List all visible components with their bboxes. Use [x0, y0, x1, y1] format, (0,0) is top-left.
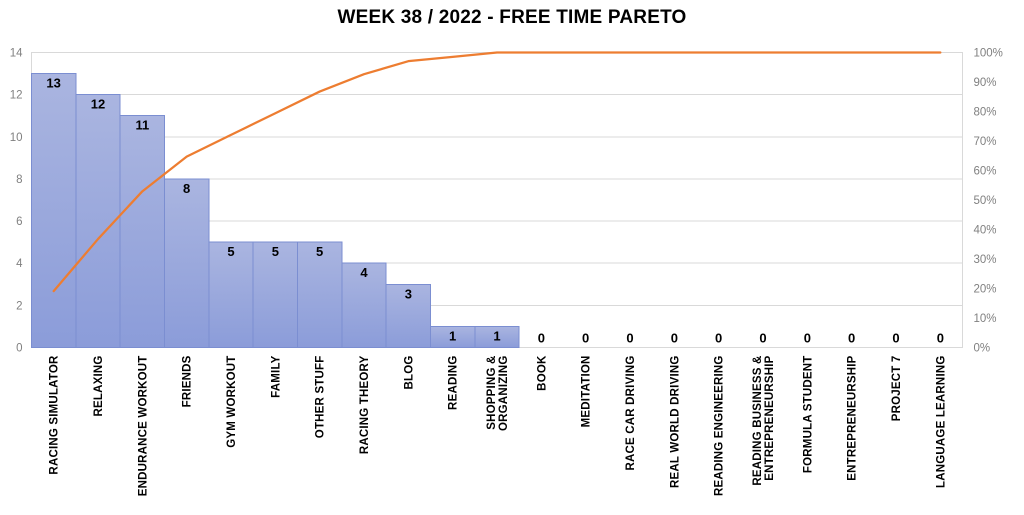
category-label: FAMILY — [270, 355, 282, 397]
bar-value-label: 11 — [135, 118, 149, 133]
bar-value-label: 4 — [360, 265, 368, 280]
right-axis-tick: 60% — [974, 166, 997, 178]
left-axis-tick: 12 — [10, 90, 23, 102]
category-label: ORGANIZING — [498, 356, 510, 431]
bar-value-label: 1 — [449, 328, 456, 343]
bar-value-label: 0 — [671, 331, 678, 346]
bar-value-label: 0 — [538, 331, 545, 346]
category-label: READING — [448, 356, 460, 410]
bar — [208, 241, 254, 348]
left-axis-tick: 0 — [16, 343, 22, 355]
bar-value-label: 8 — [183, 181, 190, 196]
right-axis-tick: 40% — [974, 225, 997, 237]
chart-title: WEEK 38 / 2022 - FREE TIME PARETO — [337, 7, 687, 28]
category-label: LANGUAGE LEARNING — [935, 356, 947, 488]
category-label: BLOG — [403, 356, 415, 390]
left-axis-tick: 4 — [16, 258, 23, 270]
bar-value-label: 5 — [272, 244, 279, 259]
bar — [164, 178, 210, 348]
bar — [474, 325, 520, 348]
left-axis-tick: 14 — [10, 48, 23, 60]
category-label: RELAXING — [93, 356, 105, 417]
bar-value-label: 0 — [937, 331, 944, 346]
category-label: OTHER STUFF — [315, 356, 327, 439]
left-axis-tick: 10 — [10, 132, 23, 144]
category-label: GYM WORKOUT — [226, 356, 238, 448]
category-label: ENTREPRENEURSHIP — [847, 355, 859, 480]
right-axis-tick: 10% — [974, 313, 997, 325]
bar-value-label: 5 — [227, 244, 234, 259]
bar — [31, 73, 77, 348]
bar — [385, 283, 431, 348]
bar — [297, 241, 343, 348]
right-axis-tick: 30% — [974, 254, 997, 266]
left-axis-tick: 8 — [16, 174, 22, 186]
bar-value-label: 0 — [715, 331, 722, 346]
bar-value-label: 5 — [316, 244, 323, 259]
category-label: REAL WORLD DRIVING — [669, 356, 681, 488]
cumulative-line — [52, 51, 942, 293]
bar-value-label: 0 — [848, 331, 855, 346]
bar-value-label: 3 — [405, 286, 412, 301]
right-axis-tick: 90% — [974, 77, 997, 89]
right-axis-tick: 50% — [974, 195, 997, 207]
right-axis-tick: 70% — [974, 136, 997, 148]
category-label: READING BUSINESS & — [752, 356, 764, 486]
left-axis-tick: 2 — [16, 300, 22, 312]
category-label: FORMULA STUDENT — [802, 356, 814, 474]
bar-value-label: 0 — [759, 331, 766, 346]
bar-value-label: 0 — [582, 331, 589, 346]
left-axis-tick: 6 — [16, 216, 22, 228]
bar — [252, 241, 299, 348]
right-axis-tick: 100% — [974, 48, 1003, 60]
bar-value-label: 12 — [91, 97, 105, 112]
right-axis-tick: 20% — [974, 284, 997, 296]
category-label: RACING SIMULATOR — [49, 355, 61, 475]
category-label: SHOPPING & — [486, 356, 498, 430]
bar-value-label: 0 — [804, 331, 811, 346]
bar-value-label: 1 — [493, 328, 500, 343]
category-label: RACING THEORY — [359, 355, 371, 454]
right-axis-tick: 0% — [974, 343, 991, 355]
bar — [119, 115, 165, 349]
category-label: READING ENGINEERING — [714, 356, 726, 497]
bar-value-label: 0 — [626, 331, 633, 346]
bar-value-label: 13 — [46, 76, 60, 91]
category-label: RACE CAR DRIVING — [625, 356, 637, 471]
category-label: ENTREPRENEURSHIP — [764, 355, 776, 480]
bar — [341, 262, 387, 349]
category-label: ENDURANCE WORKOUT — [137, 356, 149, 497]
category-label: BOOK — [536, 355, 548, 391]
right-axis-tick: 80% — [974, 107, 997, 119]
category-label: FRIENDS — [182, 355, 194, 407]
bar-value-label: 0 — [892, 331, 899, 346]
category-label: PROJECT 7 — [891, 356, 903, 422]
category-label: MEDITATION — [581, 356, 593, 428]
